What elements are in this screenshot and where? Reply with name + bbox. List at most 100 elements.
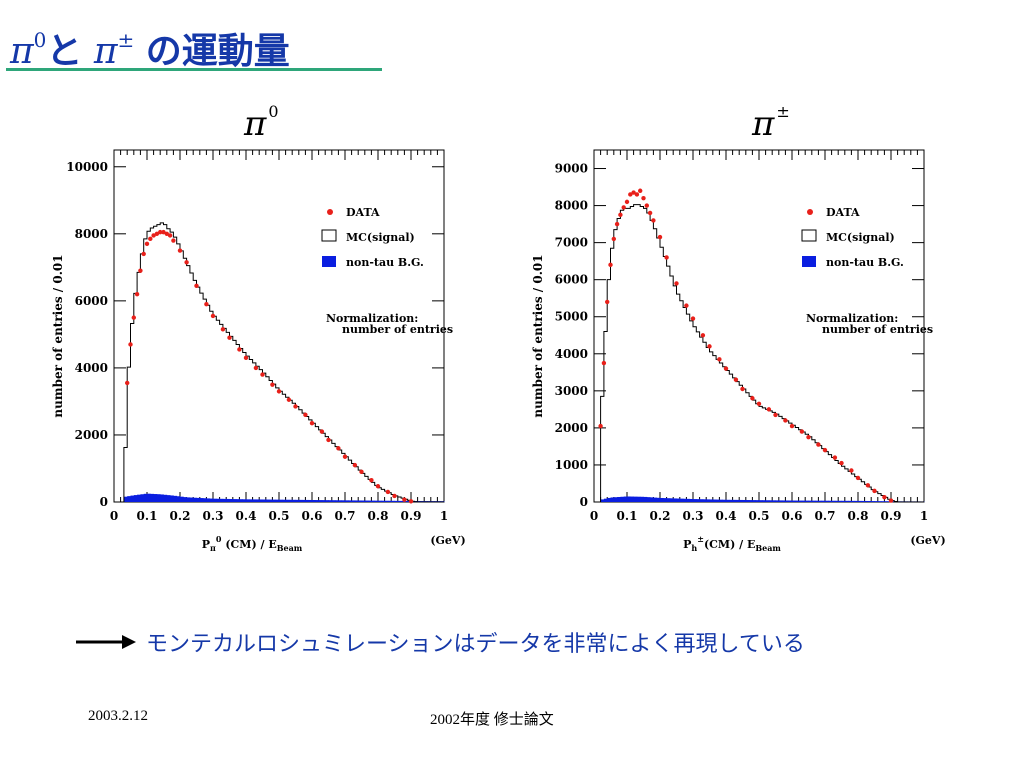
mc-signal-histogram (600, 204, 924, 503)
bg-bin (699, 499, 704, 502)
bg-bin (282, 499, 286, 502)
bg-bin (864, 500, 869, 502)
pi0-momentum-histogram: 0 0.1 0.2 0.3 0.4 0.5 0.6 0.7 0.8 0.9 1 0 2000 4000 60… (51, 149, 466, 553)
pipm-momentum-histogram: 0 0.1 0.2 0.3 0.4 0.5 0.6 0.7 0.8 0.9 1 0 1000 2000 30… (531, 149, 946, 553)
bg-bin (153, 494, 158, 502)
x-label-rest: (CM) / E (704, 538, 755, 551)
bg-bin (693, 499, 697, 502)
data-point (618, 212, 623, 218)
y-tick-label: 8000 (75, 227, 108, 241)
normalization-note: Normalization: (806, 312, 898, 325)
bg-bin (384, 500, 389, 502)
bg-bin (394, 500, 399, 502)
bg-bin (815, 500, 819, 502)
data-point (644, 203, 649, 208)
slide-title-text: π0と π± の運動量 (10, 28, 290, 72)
bg-bin (216, 498, 220, 502)
bg-bin (239, 499, 244, 502)
y-tick-label: 1000 (555, 458, 588, 472)
data-point (164, 231, 169, 237)
data-point (227, 335, 232, 340)
bg-histogram (600, 496, 925, 502)
x-label-main: P (683, 538, 691, 551)
data-point (865, 483, 871, 488)
bg-bin (302, 499, 306, 502)
bg-bin (288, 499, 293, 502)
bg-bin (189, 497, 194, 502)
x-tick-label: 0.4 (716, 509, 737, 523)
x-tick-label: 0.1 (137, 509, 158, 523)
bg-bin (246, 499, 250, 502)
bg-bin (709, 499, 714, 502)
bg-bin (828, 500, 832, 502)
bg-bin (719, 499, 724, 502)
data-point (171, 238, 176, 243)
x-tick-label: 0 (590, 509, 598, 523)
normalization-note-detail: number of entries (342, 323, 453, 336)
bg-bin (706, 499, 710, 502)
bg-bin (176, 496, 181, 502)
data-point (684, 303, 689, 308)
y-tick-label: 4000 (555, 347, 588, 361)
bg-bin (729, 499, 733, 502)
data-point (608, 262, 613, 268)
x-tick-label: 1 (440, 509, 448, 523)
mc-signal-histogram (123, 222, 444, 503)
bg-bin (844, 500, 849, 502)
bg-bin (620, 496, 625, 502)
bg-bin (351, 500, 356, 502)
right-plot-title: π ± (752, 102, 790, 144)
bg-bin (838, 500, 842, 502)
x-tick-label: 0.3 (683, 509, 704, 523)
bg-bin (378, 500, 382, 502)
bg-bin (617, 496, 621, 502)
x-tick-label: 0.8 (848, 509, 869, 523)
bg-bin (749, 500, 753, 502)
bg-bin (213, 498, 217, 502)
bg-bin (683, 498, 687, 502)
x-tick-label: 0.5 (269, 509, 290, 523)
x-label-sub: π (210, 543, 216, 553)
y-tick-label: 9000 (555, 162, 588, 176)
bg-bin (364, 500, 369, 502)
x-axis-unit: (GeV) (910, 534, 945, 547)
bg-bin (663, 498, 667, 502)
bg-bin (249, 499, 253, 502)
data-point (605, 299, 610, 305)
bg-bin (788, 500, 793, 502)
bg-bin (183, 497, 187, 502)
bg-bin (811, 500, 816, 502)
bg-bin (834, 500, 839, 502)
bg-bin (242, 499, 247, 502)
data-point (621, 205, 626, 210)
bg-bin (854, 500, 859, 502)
bg-bin (712, 499, 717, 502)
data-point (638, 188, 643, 193)
bg-bin (305, 499, 310, 502)
data-point (220, 327, 226, 332)
y-axis-label: number of entries / 0.01 (531, 254, 545, 417)
data-point (131, 315, 136, 320)
bg-bin (255, 499, 260, 502)
x-tick-label: 0 (110, 509, 118, 523)
bg-bin (874, 501, 879, 502)
bg-bin (666, 498, 671, 502)
arrow-right-icon (76, 635, 136, 649)
bg-bin (742, 499, 747, 502)
bg-bin (186, 497, 191, 502)
bg-bin (232, 499, 237, 502)
data-point (872, 488, 877, 494)
bg-bin (391, 500, 395, 502)
data-point (832, 455, 838, 460)
bg-bin (259, 499, 263, 502)
y-tick-label: 0 (580, 495, 588, 509)
x-tick-label: 0.2 (650, 509, 671, 523)
bg-bin (226, 498, 230, 502)
data-point (690, 316, 696, 321)
x-tick-label: 0.6 (782, 509, 803, 523)
data-point (158, 229, 163, 235)
data-point (359, 469, 364, 475)
bg-bin (722, 499, 727, 502)
bg-bin (841, 500, 846, 502)
legend-mc-marker (321, 229, 337, 242)
